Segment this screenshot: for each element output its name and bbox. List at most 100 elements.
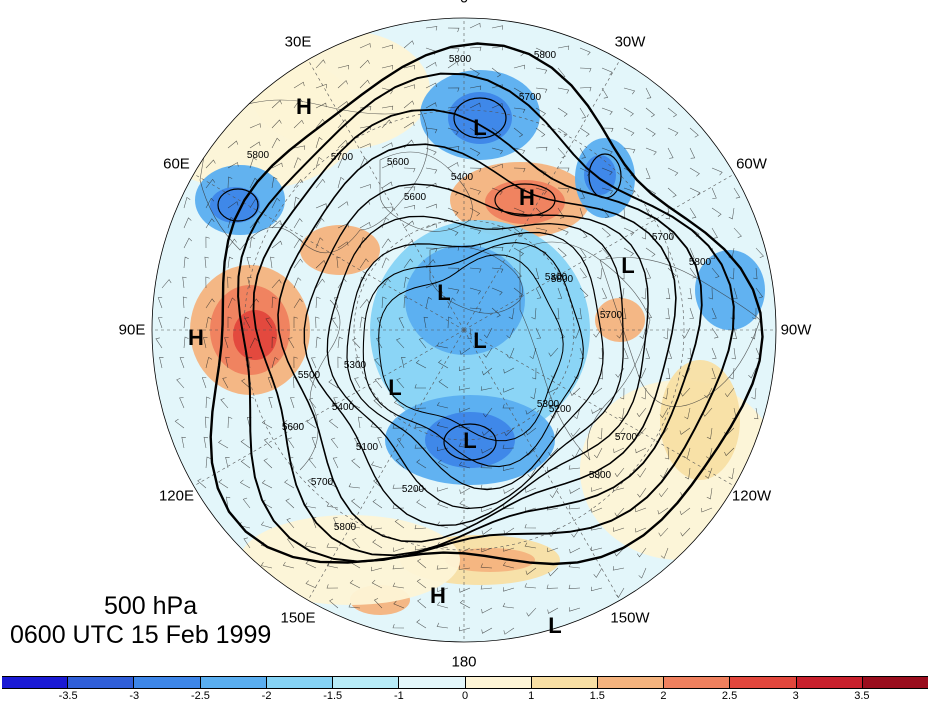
longitude-label: 120E <box>158 487 194 505</box>
wind-barb <box>359 298 370 309</box>
colorbar <box>2 676 928 689</box>
wind-barb <box>597 267 603 280</box>
wind-barb <box>459 587 471 593</box>
wind-barb <box>436 342 449 349</box>
longitude-label: 0 <box>460 0 468 7</box>
wind-barb <box>577 307 582 320</box>
colorbar-tick-label: 3 <box>792 690 799 702</box>
colorbar-swatch <box>664 677 731 688</box>
colorbar-tick-label: 1 <box>528 690 535 702</box>
wind-barb <box>337 356 342 369</box>
wind-barb <box>635 527 647 533</box>
wind-barb <box>328 418 339 429</box>
wind-barb <box>359 184 371 189</box>
wind-barb <box>394 518 405 529</box>
wind-barb <box>337 201 349 209</box>
colorbar-swatch <box>333 677 400 688</box>
wind-barb <box>637 467 647 478</box>
wind-barb <box>249 157 257 169</box>
wind-barb <box>491 67 502 78</box>
wind-barb <box>755 287 764 299</box>
wind-barb <box>326 543 339 549</box>
wind-barb <box>201 377 207 389</box>
wind-barb <box>724 387 735 398</box>
wind-barb <box>618 287 625 300</box>
contour-label: 5700 <box>615 432 638 443</box>
wind-barb <box>502 561 515 569</box>
high-pressure-marker: H <box>188 325 204 350</box>
wind-barb <box>349 400 361 409</box>
time-label: 0600 UTC 15 Feb 1999 <box>10 621 272 649</box>
meridian <box>193 173 465 331</box>
wind-barb <box>579 347 585 359</box>
wind-barb <box>569 607 581 612</box>
wind-barb <box>491 246 504 252</box>
wind-barb <box>569 547 581 554</box>
wind-barb <box>635 507 647 513</box>
wind-barb <box>458 442 471 449</box>
wind-barb <box>328 379 339 389</box>
wind-barb <box>337 241 349 249</box>
wind-barb <box>205 178 216 189</box>
wind-barb <box>205 416 210 429</box>
wind-barb <box>183 196 191 209</box>
wind-barb <box>752 307 757 320</box>
meridian <box>307 329 465 601</box>
wind-barb <box>437 501 449 509</box>
wind-barb <box>513 107 526 114</box>
wind-barb <box>437 587 449 592</box>
wind-barb <box>271 197 280 209</box>
wind-barb <box>481 527 493 535</box>
wind-barb <box>260 521 273 529</box>
wind-barb <box>558 167 570 172</box>
wind-barb <box>636 427 647 437</box>
wind-barb <box>337 176 345 189</box>
wind-barb <box>315 83 327 89</box>
wind-barb <box>205 396 211 409</box>
wind-barb <box>197 478 207 489</box>
wind-barb <box>271 279 282 289</box>
wind-barb <box>548 567 559 577</box>
wind-barb <box>315 237 324 249</box>
wind-barb <box>227 297 236 309</box>
closed-contour <box>494 183 556 217</box>
wind-barb <box>531 367 537 380</box>
wind-barb <box>547 607 559 614</box>
wind-barb <box>579 147 586 159</box>
contour-label: 5600 <box>404 192 427 203</box>
wind-barb <box>469 22 481 29</box>
longitude-label: 30W <box>614 33 646 51</box>
wind-barb <box>639 327 647 339</box>
wind-barb <box>227 162 239 169</box>
wind-barb <box>658 487 669 498</box>
wind-barb <box>437 487 449 492</box>
wind-barb <box>315 260 326 269</box>
wind-barb <box>447 287 460 294</box>
colorbar-swatch <box>200 677 267 688</box>
wind-barb <box>579 127 590 137</box>
wind-barb <box>263 458 273 469</box>
wind-barb <box>247 356 253 369</box>
meridian <box>463 329 621 601</box>
wind-barb <box>425 203 437 209</box>
wind-barb <box>459 599 471 609</box>
wind-barb <box>336 256 341 269</box>
wind-barb <box>711 327 719 339</box>
low-pressure-marker: L <box>463 428 477 453</box>
wind-barb <box>423 316 429 329</box>
wind-barb <box>247 276 252 289</box>
wind-barb <box>711 207 722 217</box>
wind-barb <box>271 176 278 189</box>
contour-label: 5200 <box>402 484 425 495</box>
wind-barb <box>683 447 691 460</box>
contour-label: 5500 <box>298 370 321 381</box>
wind-barb <box>458 461 471 469</box>
wind-barb <box>337 157 346 169</box>
wind-barb <box>491 103 503 109</box>
wind-barb <box>469 267 482 273</box>
wind-barb <box>502 466 515 471</box>
closed-contour <box>443 423 497 461</box>
wind-barb <box>623 127 635 136</box>
wind-barb <box>502 444 515 449</box>
wind-barb <box>381 181 393 189</box>
